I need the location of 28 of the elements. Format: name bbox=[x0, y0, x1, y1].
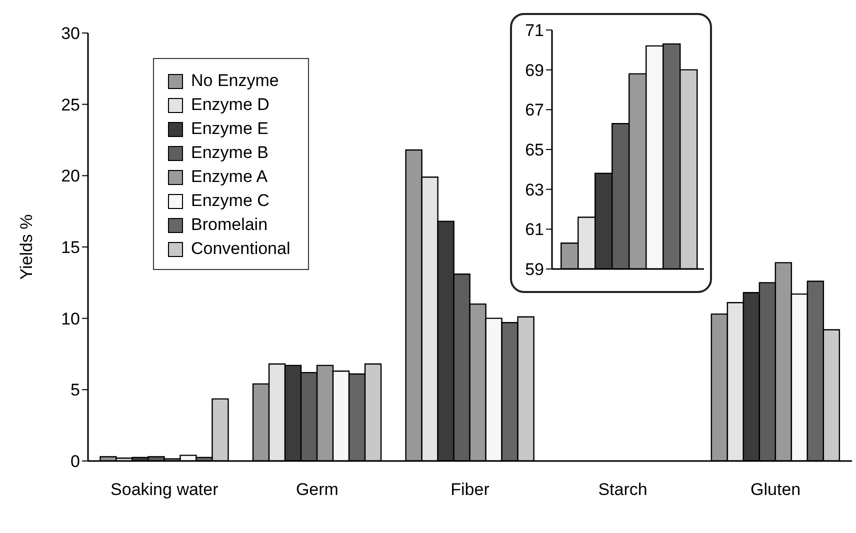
y-tick-label: 10 bbox=[61, 309, 80, 328]
x-tick-label: Starch bbox=[598, 480, 648, 500]
y-tick-label: 59 bbox=[525, 260, 544, 280]
y-tick-label: 15 bbox=[61, 238, 80, 258]
legend-label: Enzyme D bbox=[191, 94, 270, 116]
legend-label: Conventional bbox=[191, 238, 290, 260]
y-tick-label: 61 bbox=[525, 220, 544, 240]
x-tick-label: Germ bbox=[296, 480, 338, 500]
y-tick-label: 63 bbox=[525, 180, 544, 200]
y-tick-label: 71 bbox=[525, 21, 544, 40]
legend-label: Enzyme C bbox=[191, 190, 270, 212]
x-tick-label: Gluten bbox=[750, 480, 801, 500]
y-tick-label: 0 bbox=[70, 452, 80, 472]
legend-label: Enzyme A bbox=[191, 166, 268, 188]
y-tick-label: 25 bbox=[61, 95, 80, 114]
legend-label: Enzyme E bbox=[191, 118, 268, 140]
y-tick-label: 30 bbox=[61, 24, 80, 44]
y-axis-title: Yields % bbox=[17, 214, 36, 280]
legend-label: Enzyme B bbox=[191, 142, 268, 164]
y-tick-label: 65 bbox=[525, 140, 544, 160]
legend-label: Bromelain bbox=[191, 214, 268, 236]
y-tick-label: 20 bbox=[61, 166, 80, 186]
y-tick-label: 5 bbox=[70, 380, 80, 400]
y-tick-label: 69 bbox=[525, 60, 544, 80]
y-tick-label: 67 bbox=[525, 100, 544, 120]
x-tick-label: Soaking water bbox=[110, 480, 219, 500]
x-tick-label: Fiber bbox=[450, 480, 490, 500]
legend-label: No Enzyme bbox=[191, 70, 279, 92]
